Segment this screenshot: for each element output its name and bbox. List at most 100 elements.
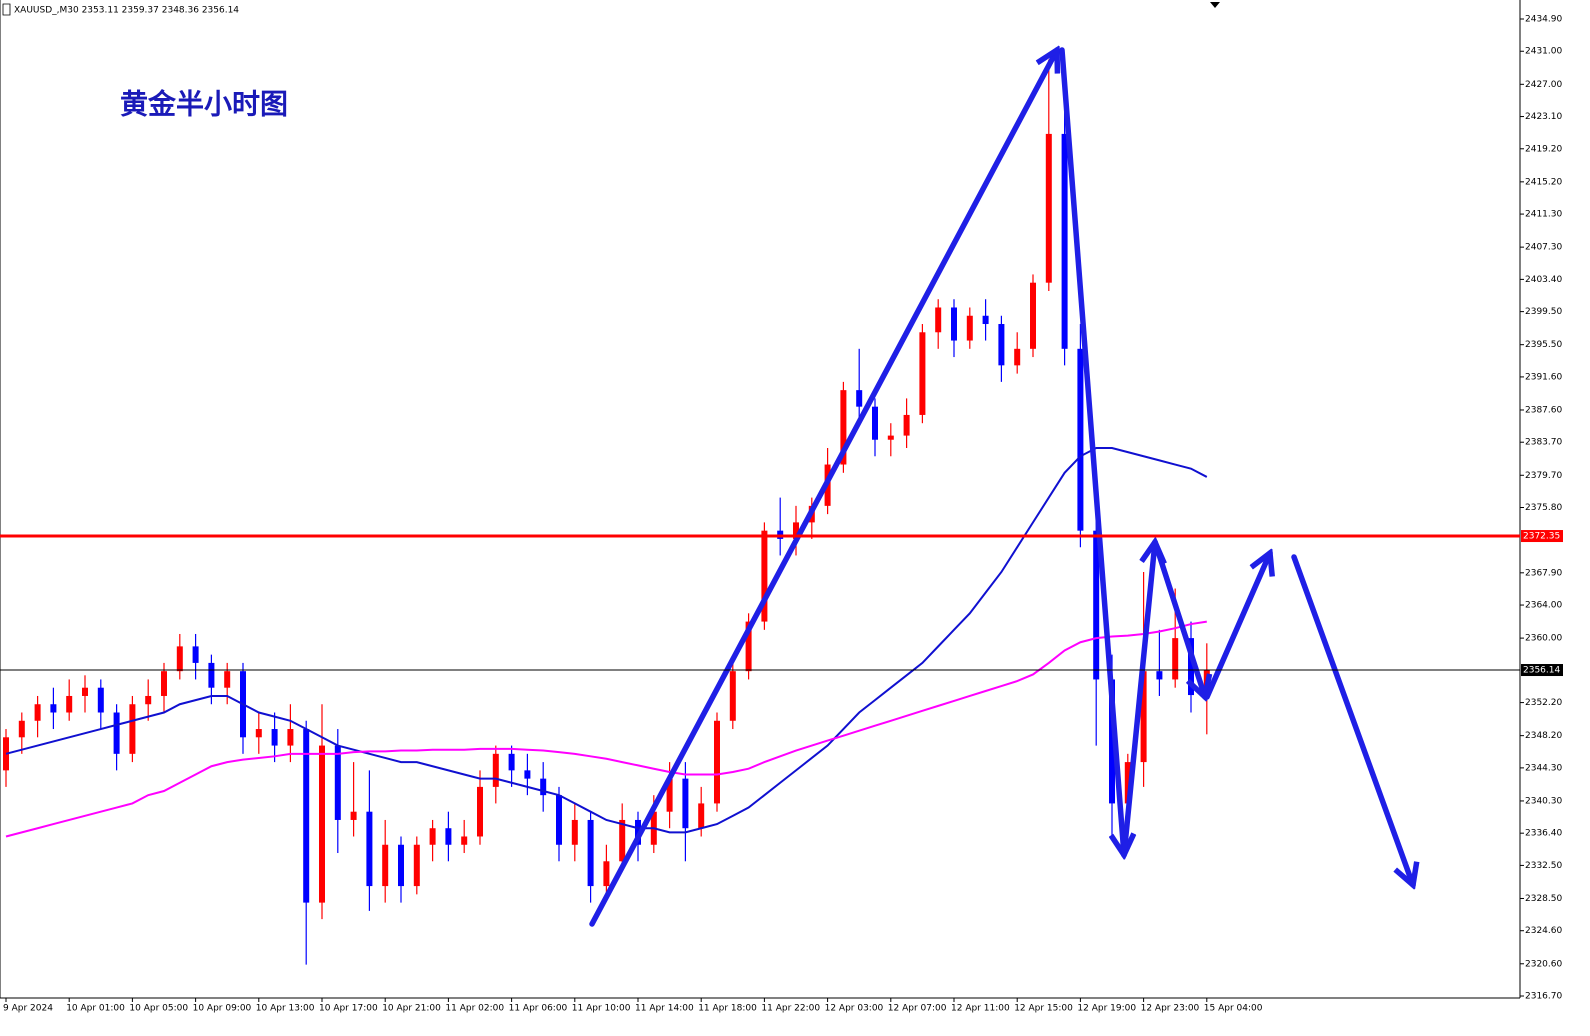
- price-label: 2372.35: [1523, 532, 1560, 542]
- candle-body: [413, 844, 420, 887]
- y-tick-label: 2316.70: [1525, 992, 1562, 1002]
- candle-body: [1172, 638, 1179, 680]
- candle-body: [398, 844, 404, 887]
- trend-arrow: [1121, 542, 1155, 858]
- y-tick-label: 2364.00: [1525, 601, 1562, 611]
- candle-body: [682, 778, 689, 829]
- x-tick-label: 11 Apr 06:00: [509, 1004, 568, 1014]
- y-tick-label: 2387.60: [1525, 405, 1562, 415]
- x-tick-label: 11 Apr 18:00: [698, 1004, 757, 1014]
- x-tick-label: 12 Apr 15:00: [1014, 1004, 1073, 1014]
- candle-body: [461, 836, 468, 845]
- y-tick-label: 2367.90: [1525, 568, 1562, 578]
- x-tick-label: 11 Apr 10:00: [572, 1004, 631, 1014]
- trend-arrow: [1204, 553, 1270, 700]
- y-tick-label: 2340.30: [1525, 796, 1562, 806]
- candle-body: [97, 687, 104, 713]
- y-tick-label: 2431.00: [1525, 47, 1562, 57]
- y-tick-label: 2407.30: [1525, 243, 1562, 253]
- candle-body: [919, 332, 926, 415]
- candle-body: [571, 819, 578, 845]
- y-tick-label: 2399.50: [1525, 307, 1562, 317]
- y-tick-label: 2324.60: [1525, 926, 1562, 936]
- candle-body: [903, 414, 910, 436]
- candle-body: [524, 770, 531, 779]
- trend-arrow: [1059, 47, 1124, 855]
- candle-body: [287, 729, 294, 746]
- candle-body: [319, 745, 325, 903]
- x-tick-label: 10 Apr 21:00: [382, 1004, 441, 1014]
- candle-body: [1140, 671, 1147, 763]
- trend-arrow: [1291, 554, 1413, 885]
- candle-body: [1109, 679, 1115, 804]
- candle-body: [477, 786, 483, 837]
- candle-body: [224, 671, 231, 688]
- x-tick-label: 15 Apr 04:00: [1204, 1004, 1263, 1014]
- y-tick-label: 2344.30: [1525, 763, 1562, 773]
- header: XAUUSD_,M30 2353.11 2359.37 2348.36 2356…: [14, 6, 239, 16]
- candle-body: [113, 712, 120, 754]
- x-tick-label: 12 Apr 19:00: [1077, 1004, 1136, 1014]
- y-tick-label: 2415.20: [1525, 177, 1562, 187]
- candle-body: [508, 753, 515, 771]
- candle-body: [619, 819, 626, 862]
- trend-arrow: [1152, 539, 1205, 697]
- y-tick-label: 2403.40: [1525, 275, 1562, 285]
- candle-body: [1124, 762, 1131, 804]
- candle-body: [34, 704, 41, 721]
- candle-body: [303, 729, 310, 903]
- price-label-bg: [1521, 664, 1563, 677]
- candle-body: [429, 828, 436, 845]
- y-tick-label: 2352.20: [1525, 698, 1562, 708]
- x-tick-label: 10 Apr 09:00: [193, 1004, 252, 1014]
- candle-body: [856, 390, 863, 407]
- candle-body: [887, 435, 894, 440]
- y-tick-label: 2379.70: [1525, 471, 1562, 481]
- y-tick-label: 2348.20: [1525, 731, 1562, 741]
- candle-body: [255, 729, 262, 738]
- candle-body: [129, 704, 136, 754]
- candle-body: [192, 646, 199, 663]
- candle-body: [998, 324, 1005, 366]
- candle-body: [50, 704, 57, 713]
- x-tick-label: 12 Apr 11:00: [951, 1004, 1010, 1014]
- y-tick-label: 2427.00: [1525, 80, 1562, 90]
- x-tick-label: 10 Apr 05:00: [129, 1004, 188, 1014]
- candle-body: [714, 720, 720, 804]
- candle-body: [1061, 133, 1068, 349]
- y-tick-label: 2419.20: [1525, 144, 1562, 154]
- candle-body: [334, 745, 341, 820]
- candle-body: [698, 803, 705, 829]
- candle-body: [350, 811, 357, 820]
- candle-body: [145, 695, 152, 705]
- candle-body: [271, 729, 278, 746]
- candle-body: [761, 530, 768, 622]
- candle-body: [1030, 282, 1036, 349]
- moving-average: [5, 620, 1207, 838]
- candle-body: [587, 819, 594, 887]
- y-tick-label: 2332.50: [1525, 861, 1562, 871]
- candle-body: [1045, 133, 1052, 283]
- y-tick-label: 2383.70: [1525, 438, 1562, 448]
- candle-body: [161, 671, 167, 696]
- candle-body: [1188, 638, 1194, 696]
- price-label-bg: [1521, 530, 1563, 543]
- candle-body: [82, 687, 88, 696]
- candle-body: [935, 307, 942, 333]
- candle-body: [1093, 530, 1100, 680]
- candle-body: [366, 811, 373, 887]
- candle-body: [1014, 348, 1021, 366]
- trend-arrow: [589, 50, 1057, 927]
- candle-body: [382, 844, 389, 887]
- y-tick-label: 2375.80: [1525, 503, 1562, 513]
- y-tick-label: 2328.50: [1525, 894, 1562, 904]
- shift-marker: [1210, 2, 1220, 8]
- candle-body: [840, 390, 847, 465]
- candle-body: [556, 795, 562, 845]
- candle-body: [666, 778, 673, 812]
- x-tick-label: 9 Apr 2024: [3, 1004, 53, 1014]
- y-tick-label: 2411.30: [1525, 210, 1562, 220]
- candle-body: [1077, 348, 1084, 531]
- candle-body: [1156, 671, 1163, 680]
